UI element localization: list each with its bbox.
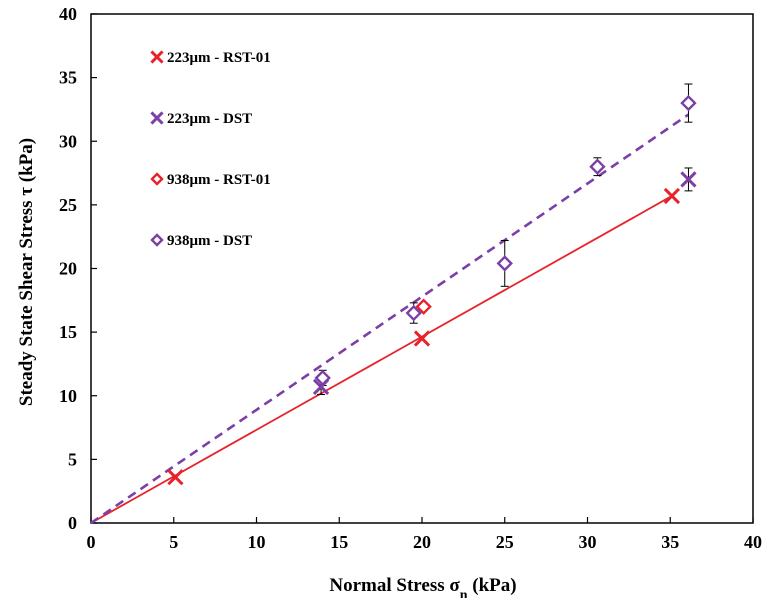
legend-label: 938μm - RST-01 xyxy=(167,172,271,188)
x-axis-title-main: Normal Stress σ xyxy=(329,575,460,596)
legend-diamond-marker xyxy=(150,233,164,247)
x-tick-label: 40 xyxy=(744,532,762,552)
rst-trendline xyxy=(90,195,673,524)
data-markers xyxy=(167,83,697,486)
x-marker-point xyxy=(663,187,681,205)
y-tick-label: 40 xyxy=(59,4,77,24)
dst-trendline xyxy=(90,113,690,525)
y-tick-label: 20 xyxy=(59,259,77,279)
x-marker-point xyxy=(167,469,184,486)
x-tick-label: 35 xyxy=(661,532,679,552)
legend-diamond-marker xyxy=(150,172,164,186)
diamond-marker-point xyxy=(314,369,331,387)
diamond-marker-point xyxy=(680,94,697,112)
y-tick-label: 30 xyxy=(59,131,77,151)
trendlines xyxy=(90,113,690,525)
y-tick-label: 25 xyxy=(59,195,77,215)
x-tick-label: 15 xyxy=(330,532,348,552)
x-tick-label: 30 xyxy=(579,532,597,552)
legend-label: 223μm - RST-01 xyxy=(167,50,271,66)
legend-label: 938μm - DST xyxy=(167,233,252,249)
x-tick-label: 10 xyxy=(248,532,266,552)
diamond-marker-point xyxy=(589,158,606,175)
y-tick-label: 5 xyxy=(68,449,77,469)
y-tick-label: 15 xyxy=(59,322,77,342)
legend-x-marker xyxy=(150,50,164,64)
diamond-marker-point xyxy=(496,255,513,272)
y-tick-label: 0 xyxy=(68,513,77,533)
diamond-marker-point xyxy=(415,298,432,315)
legend-label: 223μm - DST xyxy=(167,111,252,127)
x-axis-title-subscript: n xyxy=(460,588,468,598)
y-axis-title: Steady State Shear Stress τ (kPa) xyxy=(16,138,37,406)
x-axis-title: Normal Stress σn (kPa) xyxy=(329,575,516,598)
x-tick-label: 25 xyxy=(496,532,514,552)
x-tick-label: 0 xyxy=(87,532,96,552)
x-marker-point xyxy=(680,171,697,188)
y-tick-label: 10 xyxy=(59,386,77,406)
diamond-marker-point xyxy=(405,304,422,322)
x-marker-point xyxy=(413,330,431,347)
legend: 223μm - RST-01 223μm - DST 938μm - RST-01 9… xyxy=(150,50,271,249)
y-tick-label: 35 xyxy=(59,68,77,88)
x-axis-title-unit: (kPa) xyxy=(468,575,517,596)
x-tick-label: 20 xyxy=(413,532,431,552)
legend-x-marker xyxy=(150,111,164,125)
x-tick-label: 5 xyxy=(169,532,178,552)
